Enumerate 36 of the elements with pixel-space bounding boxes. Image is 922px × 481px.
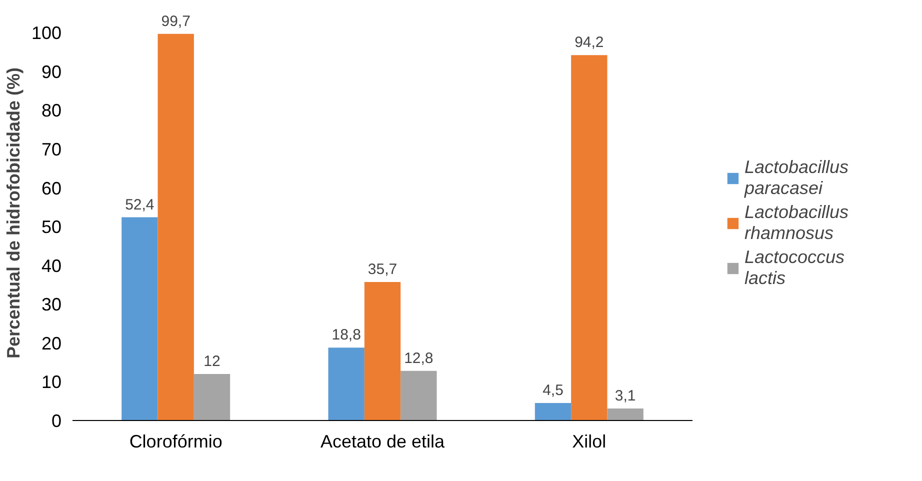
legend-label: Lactobacillus rhamnosus	[744, 202, 849, 244]
y-tick-label: 70	[41, 140, 62, 160]
bar	[194, 374, 230, 420]
data-label: 52,4	[125, 196, 154, 214]
legend-label: Lactococcus lactis	[744, 247, 845, 289]
bar	[328, 348, 364, 420]
legend-label: Lactobacillus paracasei	[744, 157, 849, 199]
y-tick-label: 0	[51, 411, 62, 431]
y-tick-label: 50	[41, 217, 62, 238]
x-tick-label: Clorofórmio	[129, 432, 222, 452]
y-tick-label: 60	[41, 178, 62, 198]
data-label: 99,7	[161, 12, 190, 30]
bar	[400, 370, 437, 420]
y-tick-label: 10	[41, 372, 62, 392]
bar	[571, 55, 608, 420]
data-label: 3,1	[614, 387, 636, 404]
bar	[122, 217, 158, 420]
y-tick-label: 20	[41, 333, 62, 354]
bar	[364, 282, 401, 420]
data-label: 18,8	[332, 326, 361, 344]
data-label: 94,2	[574, 34, 604, 52]
bar	[607, 408, 644, 420]
bar	[534, 403, 572, 420]
y-tick-label: 30	[41, 294, 62, 315]
y-tick-label: 100	[31, 23, 62, 44]
y-axis-title: Percentual de hidrofobicidade (%)	[3, 67, 24, 359]
y-tick-label: 90	[41, 62, 62, 82]
y-tick-label: 80	[41, 100, 62, 121]
x-tick-label: Acetato de etila	[320, 432, 446, 452]
data-label: 35,7	[368, 261, 398, 278]
data-label: 12	[204, 352, 220, 370]
data-label: 4,5	[542, 382, 564, 400]
y-tick-label: 40	[41, 256, 62, 276]
bar	[158, 34, 194, 420]
x-tick-label: Xilol	[572, 432, 606, 452]
data-label: 12,8	[404, 350, 434, 367]
